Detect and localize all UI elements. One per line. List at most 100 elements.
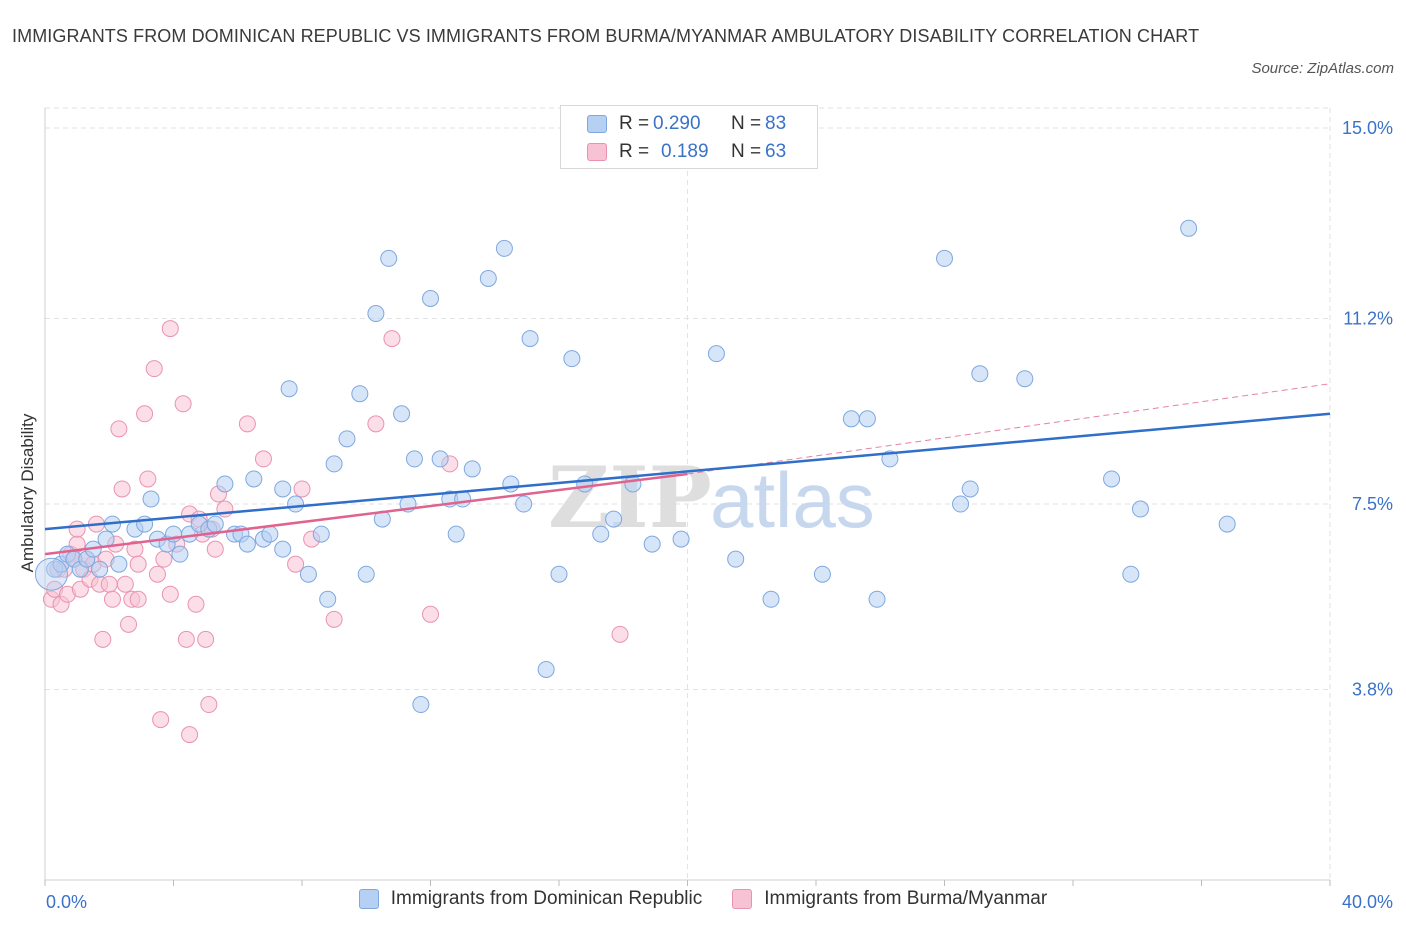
trend-line-dominican (44, 412, 1331, 531)
point-dominican-republic (563, 350, 581, 368)
point-burma-myanmar (103, 590, 121, 608)
legend-r-value: 0.189 (661, 141, 709, 162)
tick-labels: 3.8% 7.5% 11.2% 15.0% 0.0% 40.0% (46, 118, 1393, 912)
point-burma-myanmar (611, 625, 629, 643)
point-dominican-republic (261, 525, 279, 543)
legend-n-value: 63 (765, 141, 787, 162)
point-dominican-republic (971, 365, 989, 383)
point-dominican-republic (858, 410, 876, 428)
series-legend-burma[interactable]: Immigrants from Burma/Myanmar (732, 888, 1047, 910)
point-dominican-republic (380, 249, 398, 267)
point-dominican-republic (479, 269, 497, 287)
point-dominican-republic (1131, 500, 1149, 518)
legend-row-dominican: R = 0.290 N = 83 (587, 112, 786, 136)
point-dominican-republic (412, 696, 430, 714)
point-dominican-republic (515, 495, 533, 513)
point-dominican-republic (605, 510, 623, 528)
point-dominican-republic (762, 590, 780, 608)
point-burma-myanmar (181, 726, 199, 744)
point-dominican-republic (216, 475, 234, 493)
trend-lines (44, 383, 1331, 556)
x-tick-label-max: 40.0% (1342, 892, 1393, 912)
legend-swatch-pink (587, 143, 607, 161)
points-dominican-republic (34, 219, 1236, 714)
y-axis-label: Ambulatory Disability (18, 413, 37, 573)
point-dominican-republic (502, 475, 520, 493)
point-dominican-republic (537, 660, 555, 678)
point-dominican-republic (1218, 515, 1236, 533)
point-burma-myanmar (148, 565, 166, 583)
trend-line-burma (44, 472, 688, 556)
series-legend: Immigrants from Dominican Republic Immig… (0, 888, 1406, 910)
point-dominican-republic (171, 545, 189, 563)
source-label: Source: ZipAtlas.com (1251, 60, 1394, 77)
point-burma-myanmar (94, 630, 112, 648)
point-burma-myanmar (116, 575, 134, 593)
point-dominican-republic (110, 555, 128, 573)
y-tick-label: 3.8% (1352, 680, 1393, 700)
point-dominican-republic (842, 410, 860, 428)
series-name-dominican: Immigrants from Dominican Republic (390, 888, 703, 909)
point-dominican-republic-large (34, 557, 68, 591)
point-burma-myanmar (129, 590, 147, 608)
chart-title: IMMIGRANTS FROM DOMINICAN REPUBLIC VS IM… (12, 26, 1200, 46)
point-burma-myanmar (293, 480, 311, 498)
watermark-atlas: atlas (710, 456, 875, 544)
point-burma-myanmar (325, 610, 343, 628)
point-burma-myanmar (68, 520, 86, 538)
trend-line-burma-extended (687, 383, 1331, 475)
point-dominican-republic (1122, 565, 1140, 583)
point-burma-myanmar (174, 395, 192, 413)
point-dominican-republic (495, 239, 513, 257)
point-burma-myanmar (161, 320, 179, 338)
point-burma-myanmar (136, 405, 154, 423)
legend-row-burma: R = 0.189 N = 63 (587, 140, 786, 164)
point-burma-myanmar (139, 470, 157, 488)
point-dominican-republic (936, 249, 953, 267)
point-burma-myanmar (197, 630, 215, 648)
point-dominican-republic (312, 525, 330, 543)
point-dominican-republic (393, 405, 411, 423)
point-burma-myanmar (113, 480, 131, 498)
point-dominican-republic (463, 460, 481, 478)
legend-n-label: N = (731, 141, 762, 162)
series-swatch-blue (358, 889, 379, 909)
point-burma-myanmar (155, 550, 173, 568)
point-dominican-republic (299, 565, 317, 583)
point-dominican-republic (952, 495, 970, 513)
point-dominican-republic (447, 525, 465, 543)
point-dominican-republic (325, 455, 343, 473)
point-dominican-republic (961, 480, 979, 498)
point-dominican-republic (245, 470, 263, 488)
point-burma-myanmar (177, 630, 195, 648)
point-burma-myanmar (367, 415, 385, 433)
point-burma-myanmar (238, 415, 256, 433)
point-dominican-republic (550, 565, 568, 583)
point-dominican-republic (1103, 470, 1121, 488)
point-dominican-republic (431, 450, 449, 468)
point-dominican-republic (592, 525, 610, 543)
point-dominican-republic (576, 475, 594, 493)
x-tick-label-min: 0.0% (46, 892, 87, 912)
point-dominican-republic (521, 330, 539, 348)
legend-r-label: R = (619, 113, 650, 134)
legend-n-label: N = (731, 113, 762, 134)
point-dominican-republic (454, 490, 472, 508)
point-burma-myanmar (120, 615, 138, 633)
point-burma-myanmar (254, 450, 272, 468)
points-burma-myanmar (42, 320, 629, 744)
axes (44, 108, 1331, 886)
point-dominican-republic (643, 535, 661, 553)
point-dominican-republic (274, 540, 292, 558)
point-dominican-republic (727, 550, 745, 568)
point-burma-myanmar (152, 711, 170, 729)
point-burma-myanmar (110, 420, 128, 438)
point-dominican-republic (672, 530, 690, 548)
point-burma-myanmar (161, 585, 179, 603)
point-dominican-republic (287, 495, 305, 513)
point-dominican-republic (357, 565, 375, 583)
correlation-legend: R = 0.290 N = 83 R = 0.189 N = 63 (560, 105, 818, 169)
series-legend-dominican[interactable]: Immigrants from Dominican Republic (358, 888, 703, 910)
point-dominican-republic (274, 480, 292, 498)
